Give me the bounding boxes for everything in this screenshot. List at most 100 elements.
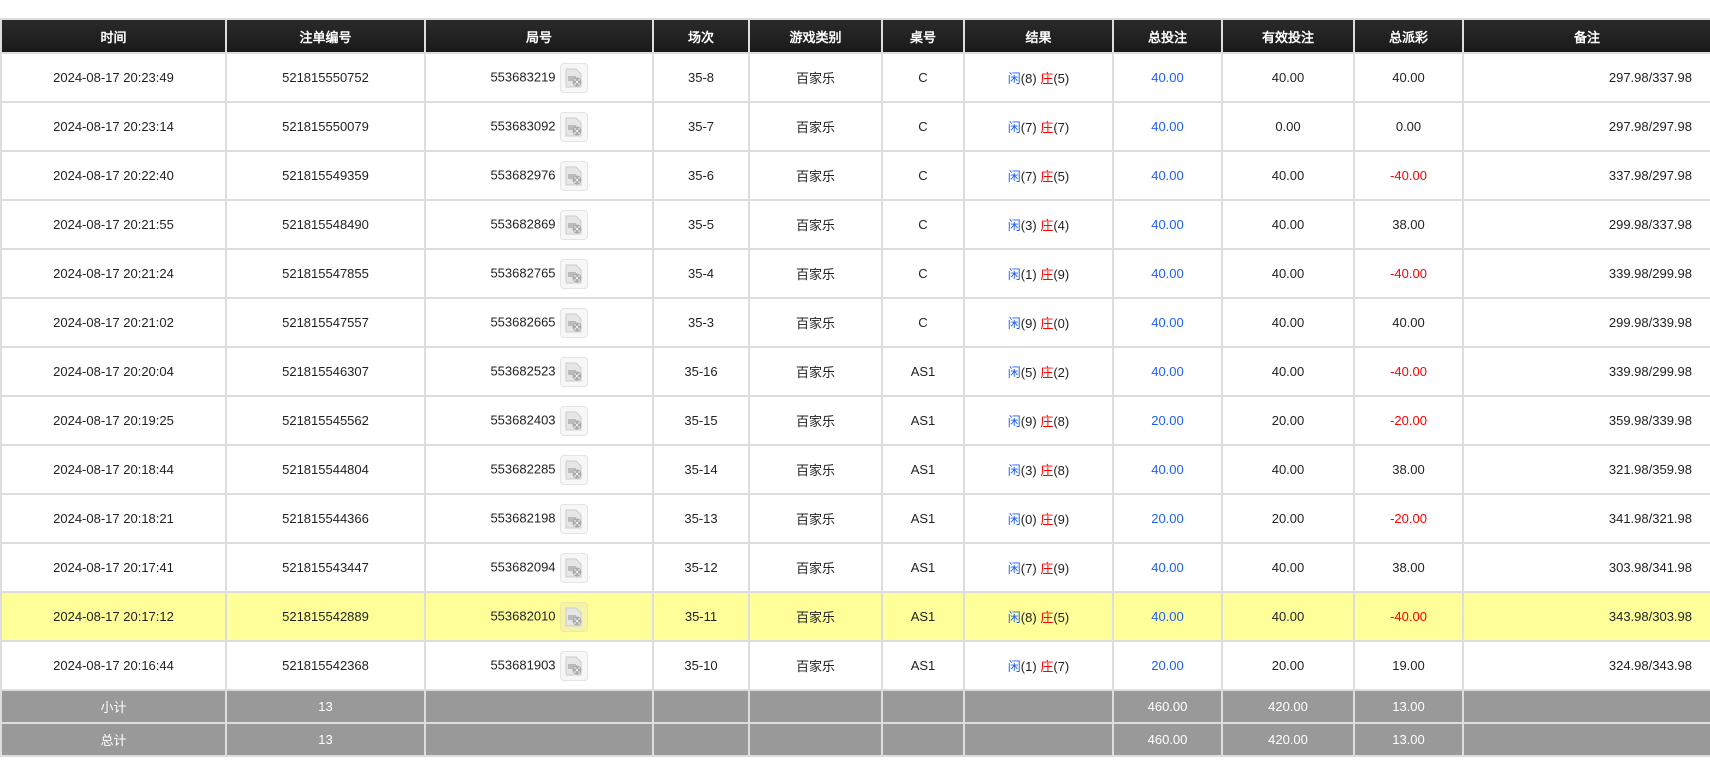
game-type-cell: 百家乐 <box>748 395 883 446</box>
player-label: 闲 <box>1007 561 1021 576</box>
result-cell: 闲(7) 庄(9) <box>963 542 1114 593</box>
bet-no-cell: 521815550752 <box>225 52 426 103</box>
round-cell: 553682869 <box>424 199 654 250</box>
session-cell: 35-4 <box>652 248 750 299</box>
time-cell: 2024-08-17 20:18:21 <box>0 493 227 544</box>
summary-total-bet: 460.00 <box>1112 722 1223 757</box>
valid-bet-cell: 40.00 <box>1221 591 1355 642</box>
video-replay-icon[interactable] <box>559 552 588 583</box>
empty-cell <box>1462 689 1710 724</box>
banker-label: 庄 <box>1040 610 1054 625</box>
time-cell: 2024-08-17 20:22:40 <box>0 150 227 201</box>
total-bet-cell: 40.00 <box>1112 150 1223 201</box>
table-no-cell: AS1 <box>881 444 965 495</box>
summary-payout: 13.00 <box>1353 689 1464 724</box>
game-type-cell: 百家乐 <box>748 346 883 397</box>
round-cell: 553681903 <box>424 640 654 691</box>
header-valid-bet: 有效投注 <box>1221 18 1355 54</box>
empty-cell <box>748 689 883 724</box>
banker-score: (5) <box>1053 71 1070 86</box>
result-cell: 闲(8) 庄(5) <box>963 52 1114 103</box>
session-cell: 35-8 <box>652 52 750 103</box>
result-cell: 闲(3) 庄(4) <box>963 199 1114 250</box>
game-type-cell: 百家乐 <box>748 150 883 201</box>
note-cell: 359.98/339.98 <box>1462 395 1710 446</box>
valid-bet-cell: 40.00 <box>1221 199 1355 250</box>
table-row: 2024-08-17 20:21:02 521815547557 553682665… <box>0 297 1710 348</box>
video-replay-icon[interactable] <box>559 258 588 289</box>
note-cell: 297.98/337.98 <box>1462 52 1710 103</box>
summary-label: 总计 <box>0 722 227 757</box>
game-type-cell: 百家乐 <box>748 591 883 642</box>
video-replay-icon[interactable] <box>559 111 588 142</box>
player-score: (3) <box>1020 218 1037 233</box>
payout-cell: -40.00 <box>1353 591 1464 642</box>
banker-score: (5) <box>1053 610 1070 625</box>
round-number: 553683219 <box>490 68 556 84</box>
video-replay-icon[interactable] <box>559 405 588 436</box>
video-replay-icon[interactable] <box>559 503 588 534</box>
time-cell: 2024-08-17 20:20:04 <box>0 346 227 397</box>
table-no-cell: C <box>881 101 965 152</box>
summary-label: 小计 <box>0 689 227 724</box>
banker-label: 庄 <box>1040 414 1054 429</box>
session-cell: 35-5 <box>652 199 750 250</box>
player-score: (9) <box>1020 414 1037 429</box>
header-game-type: 游戏类别 <box>748 18 883 54</box>
valid-bet-cell: 40.00 <box>1221 150 1355 201</box>
time-cell: 2024-08-17 20:16:44 <box>0 640 227 691</box>
player-label: 闲 <box>1007 414 1021 429</box>
payout-cell: -40.00 <box>1353 150 1464 201</box>
round-number: 553682198 <box>490 509 556 525</box>
video-replay-icon[interactable] <box>559 650 588 681</box>
round-number: 553682094 <box>490 558 556 574</box>
video-replay-icon[interactable] <box>559 454 588 485</box>
note-cell: 337.98/297.98 <box>1462 150 1710 201</box>
player-score: (5) <box>1020 365 1037 380</box>
video-replay-icon[interactable] <box>559 356 588 387</box>
video-replay-icon[interactable] <box>559 160 588 191</box>
video-replay-icon[interactable] <box>559 62 588 93</box>
game-type-cell: 百家乐 <box>748 199 883 250</box>
video-replay-icon[interactable] <box>559 601 588 632</box>
game-type-cell: 百家乐 <box>748 52 883 103</box>
empty-cell <box>652 689 750 724</box>
video-replay-icon[interactable] <box>559 307 588 338</box>
player-score: (7) <box>1020 169 1037 184</box>
payout-cell: 40.00 <box>1353 297 1464 348</box>
round-cell: 553682403 <box>424 395 654 446</box>
total-bet-cell: 40.00 <box>1112 297 1223 348</box>
time-cell: 2024-08-17 20:23:49 <box>0 52 227 103</box>
note-cell: 343.98/303.98 <box>1462 591 1710 642</box>
player-label: 闲 <box>1007 316 1021 331</box>
bet-no-cell: 521815542889 <box>225 591 426 642</box>
table-header-row: 时间 注单编号 局号 场次 游戏类别 桌号 结果 总投注 有效投注 总派彩 备注 <box>0 18 1710 54</box>
round-cell: 553682198 <box>424 493 654 544</box>
result-cell: 闲(7) 庄(7) <box>963 101 1114 152</box>
payout-cell: 40.00 <box>1353 52 1464 103</box>
time-cell: 2024-08-17 20:21:55 <box>0 199 227 250</box>
empty-cell <box>963 722 1114 757</box>
player-label: 闲 <box>1007 120 1021 135</box>
table-no-cell: AS1 <box>881 395 965 446</box>
banker-score: (9) <box>1053 512 1070 527</box>
player-score: (3) <box>1020 463 1037 478</box>
note-cell: 324.98/343.98 <box>1462 640 1710 691</box>
empty-cell <box>748 722 883 757</box>
bet-no-cell: 521815547855 <box>225 248 426 299</box>
bet-records-table: 时间 注单编号 局号 场次 游戏类别 桌号 结果 总投注 有效投注 总派彩 备注 2024-08-1… <box>0 18 1710 757</box>
session-cell: 35-16 <box>652 346 750 397</box>
bet-no-cell: 521815546307 <box>225 346 426 397</box>
summary-valid-bet: 420.00 <box>1221 689 1355 724</box>
valid-bet-cell: 40.00 <box>1221 52 1355 103</box>
table-row: 2024-08-17 20:20:04 521815546307 553682523… <box>0 346 1710 397</box>
video-replay-icon[interactable] <box>559 209 588 240</box>
round-cell: 553682765 <box>424 248 654 299</box>
round-number: 553682285 <box>490 460 556 476</box>
table-no-cell: C <box>881 297 965 348</box>
payout-cell: 38.00 <box>1353 199 1464 250</box>
player-score: (1) <box>1020 659 1037 674</box>
game-type-cell: 百家乐 <box>748 101 883 152</box>
header-time: 时间 <box>0 18 227 54</box>
time-cell: 2024-08-17 20:21:02 <box>0 297 227 348</box>
